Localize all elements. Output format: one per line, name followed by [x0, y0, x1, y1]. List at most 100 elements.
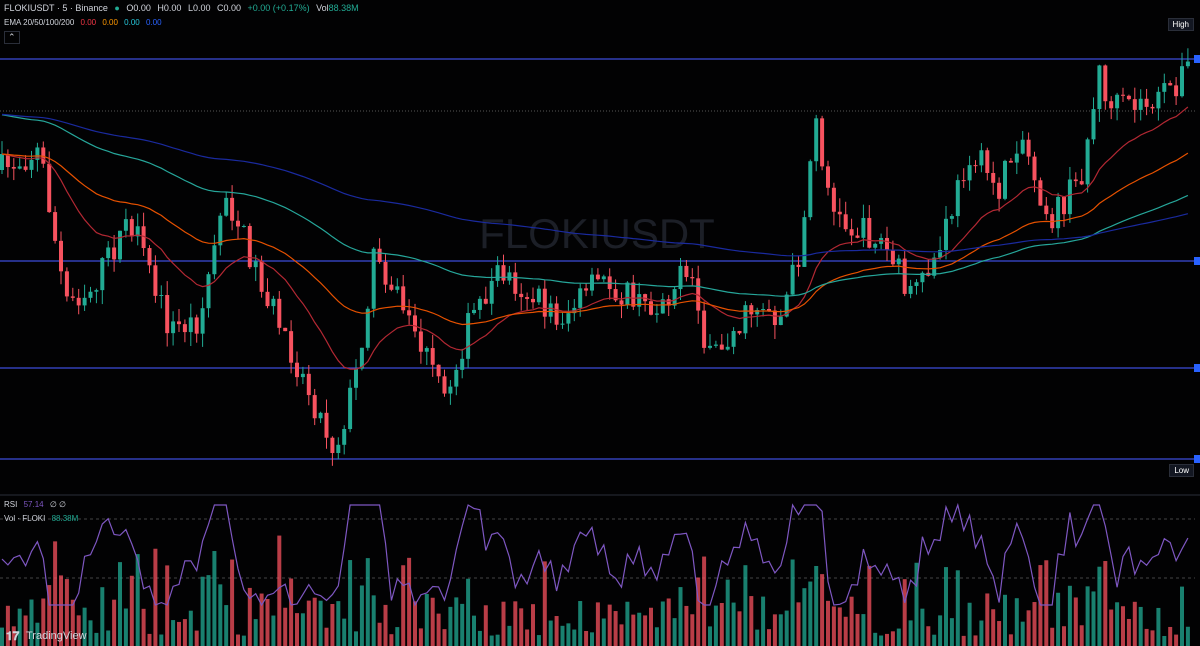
- ema-legend: EMA 20/50/100/200 0.00 0.00 0.00 0.00: [4, 18, 166, 27]
- volume-bar: [283, 607, 288, 646]
- candle-body: [578, 288, 583, 308]
- candle-body: [1174, 85, 1179, 97]
- volume-bar: [826, 600, 830, 646]
- candle-body: [778, 316, 783, 326]
- volume-bar: [253, 619, 258, 646]
- volume-bar: [955, 570, 960, 646]
- candle-body: [885, 237, 889, 250]
- candle-body: [1115, 94, 1120, 109]
- volume-bar: [147, 633, 152, 646]
- volume-bar: [271, 615, 276, 646]
- line-handle[interactable]: [1194, 55, 1200, 63]
- candle-body: [472, 309, 476, 314]
- volume-bar: [507, 625, 512, 646]
- volume-bar: [354, 631, 358, 646]
- volume-bar: [985, 593, 990, 646]
- candle-body: [654, 313, 659, 315]
- candle-body: [902, 258, 907, 294]
- candle-body: [1062, 196, 1066, 215]
- candle-body: [271, 298, 276, 307]
- ema-value: 0.00: [145, 18, 162, 27]
- candle-body: [424, 348, 429, 352]
- volume-bar: [47, 585, 52, 646]
- candle-body: [35, 147, 40, 160]
- volume-bar: [749, 596, 754, 646]
- candle-body: [448, 386, 453, 394]
- volume-bar: [212, 551, 217, 646]
- rsi-legend: RSI 57.14 ∅ ∅: [4, 500, 70, 509]
- rsi-value: 57.14: [23, 500, 44, 509]
- volume-bar: [472, 615, 476, 646]
- volume-bar: [306, 600, 311, 646]
- volume-bar: [88, 620, 93, 646]
- candle-body: [749, 305, 754, 315]
- candle-body: [1067, 179, 1072, 215]
- volume-bar: [1150, 630, 1155, 646]
- candle-body: [348, 387, 353, 430]
- volume-bar: [914, 562, 919, 646]
- candle-body: [1168, 83, 1173, 86]
- candle-body: [11, 167, 16, 169]
- line-handle[interactable]: [1194, 455, 1200, 463]
- candle-body: [808, 161, 813, 218]
- volume-bar: [259, 593, 264, 646]
- volume-bar: [820, 574, 825, 646]
- line-handle[interactable]: [1194, 364, 1200, 372]
- candle-body: [430, 348, 435, 365]
- candle-body: [660, 299, 665, 314]
- candle-body: [820, 118, 825, 167]
- candle-body: [295, 362, 299, 378]
- candle-body: [696, 278, 701, 311]
- volume-bar: [123, 608, 128, 646]
- candle-body: [1085, 139, 1090, 185]
- volume-bar: [165, 565, 170, 646]
- volume-bar: [389, 634, 394, 646]
- candle-body: [76, 297, 81, 306]
- volume-bar: [784, 610, 789, 646]
- candle-body: [619, 300, 624, 305]
- volume-bar: [247, 587, 252, 646]
- volume-bar: [76, 615, 81, 646]
- volume-bar: [100, 587, 105, 646]
- vol-value: 88.38M: [328, 3, 359, 13]
- candle-body: [200, 308, 205, 334]
- volume-bar: [477, 630, 482, 646]
- close: C0.00: [216, 3, 242, 13]
- volume-bar: [637, 612, 642, 646]
- candle-body: [584, 288, 589, 291]
- candle-body: [306, 373, 311, 396]
- candle-body: [188, 317, 193, 333]
- ema-lines: [1, 106, 1189, 370]
- volume-bar: [1156, 607, 1161, 646]
- candle-body: [649, 301, 653, 315]
- volume-bar: [802, 588, 807, 646]
- candle-body: [944, 218, 948, 250]
- collapse-button[interactable]: ⌃: [4, 31, 20, 44]
- volume-bar: [442, 629, 447, 646]
- volume-bar: [342, 618, 347, 646]
- candle-body: [802, 217, 807, 267]
- volume-bar: [814, 565, 819, 646]
- line-handle[interactable]: [1194, 257, 1200, 265]
- candle-body: [873, 243, 878, 248]
- ema-line: [1, 106, 1189, 370]
- volume-bar: [94, 632, 99, 646]
- watermark: FLOKIUSDT: [479, 210, 715, 257]
- volume-bar: [938, 615, 943, 646]
- candle-body: [536, 288, 541, 303]
- volume-bar: [967, 602, 972, 646]
- candle-body: [141, 226, 146, 249]
- ema-line: [1, 113, 1189, 257]
- candle-body: [454, 369, 459, 387]
- volume-bar: [59, 575, 63, 646]
- rsi-label: RSI: [4, 500, 18, 509]
- volume-bar: [831, 606, 836, 646]
- volume-bar: [1020, 621, 1025, 646]
- candle-body: [29, 159, 34, 170]
- volume-bar: [413, 601, 417, 646]
- volume-bar: [436, 613, 441, 646]
- volume-bar: [401, 565, 406, 646]
- candle-body: [772, 310, 777, 326]
- volume-bar: [41, 598, 46, 646]
- candle-body: [1185, 61, 1190, 67]
